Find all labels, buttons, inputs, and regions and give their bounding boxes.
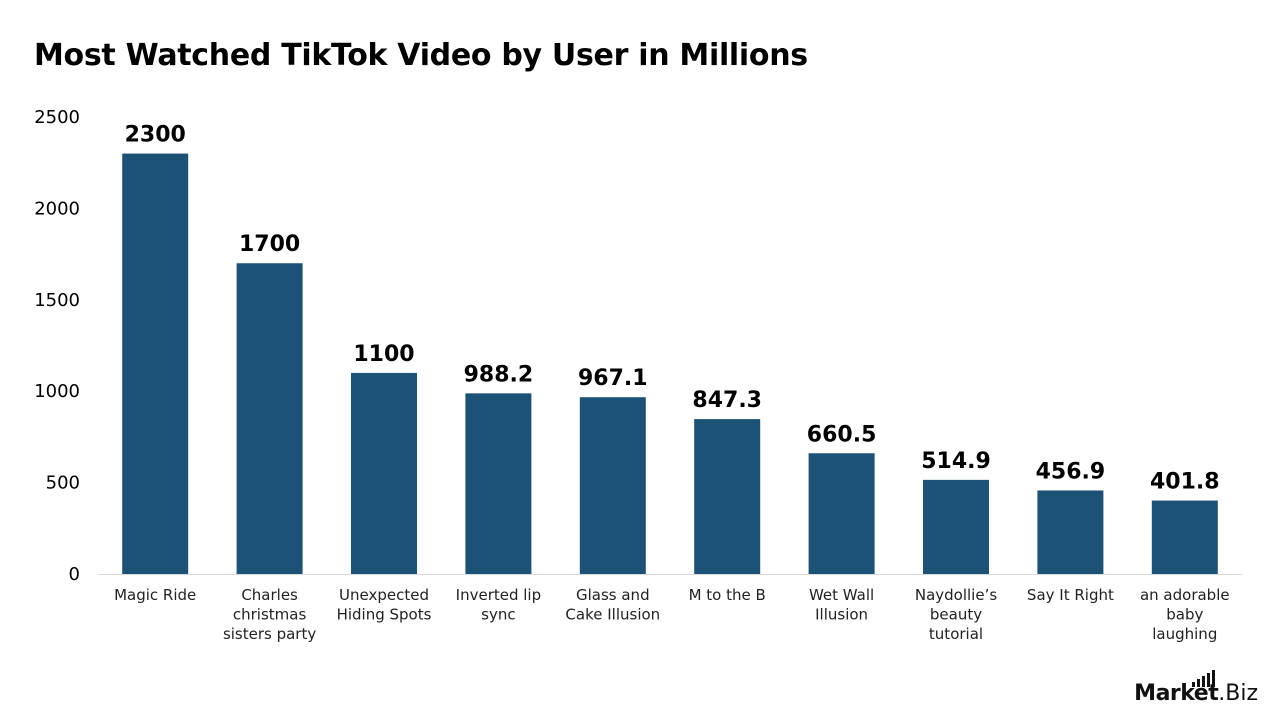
data-label: 2300 <box>125 123 186 148</box>
data-label: 967.1 <box>578 366 648 391</box>
bar <box>1037 490 1104 574</box>
data-label: 660.5 <box>807 422 877 447</box>
data-label: 1700 <box>239 232 300 257</box>
data-label: 514.9 <box>921 449 991 474</box>
data-label: 456.9 <box>1036 459 1106 484</box>
x-category-label: Glass and Cake Illusion <box>565 586 660 624</box>
x-category-label: Wet Wall Illusion <box>809 586 874 624</box>
bar <box>923 479 989 574</box>
signal-bars-icon <box>1192 670 1216 687</box>
bar <box>122 153 189 574</box>
marketbiz-logo: Market .Biz <box>1134 670 1258 706</box>
data-label: 847.3 <box>692 388 762 413</box>
x-category-label: Magic Ride <box>114 586 196 604</box>
y-tick-label: 1500 <box>34 290 80 311</box>
data-label: 401.8 <box>1150 470 1220 495</box>
y-tick-label: 1000 <box>34 381 80 402</box>
bar <box>1151 500 1218 574</box>
x-category-label: Unexpected Hiding Spots <box>337 586 432 624</box>
logo-text-biz: .Biz <box>1218 681 1258 706</box>
bar <box>236 263 303 574</box>
bar <box>579 397 646 574</box>
x-category-label: Naydollie’s beauty tutorial <box>915 586 997 643</box>
y-tick-label: 2000 <box>34 198 80 219</box>
bar <box>694 419 761 574</box>
y-tick-label: 2500 <box>34 107 80 128</box>
x-category-label: an adorable baby laughing <box>1140 586 1230 643</box>
data-label: 988.2 <box>464 362 534 387</box>
data-label: 1100 <box>353 342 414 367</box>
y-tick-label: 500 <box>46 473 80 494</box>
bars: 2300 1700 1100 988.2 967.1 847.3 660.5 514.9 456… <box>122 123 1220 574</box>
y-axis: 0 500 1000 1500 2000 2500 <box>34 107 80 585</box>
x-category-label: Say It Right <box>1027 586 1114 604</box>
y-tick-label: 0 <box>69 564 80 585</box>
bar <box>351 372 417 574</box>
bar <box>808 453 875 574</box>
bar <box>465 393 532 574</box>
chart-title: Most Watched TikTok Video by User in Mil… <box>34 38 808 73</box>
x-category-label: M to the B <box>689 586 766 604</box>
x-category-label: Charles christmas sisters party <box>223 586 316 643</box>
x-axis: Magic Ride Charles christmas sisters party U… <box>98 574 1242 643</box>
x-category-label: Inverted lip sync <box>456 586 541 624</box>
